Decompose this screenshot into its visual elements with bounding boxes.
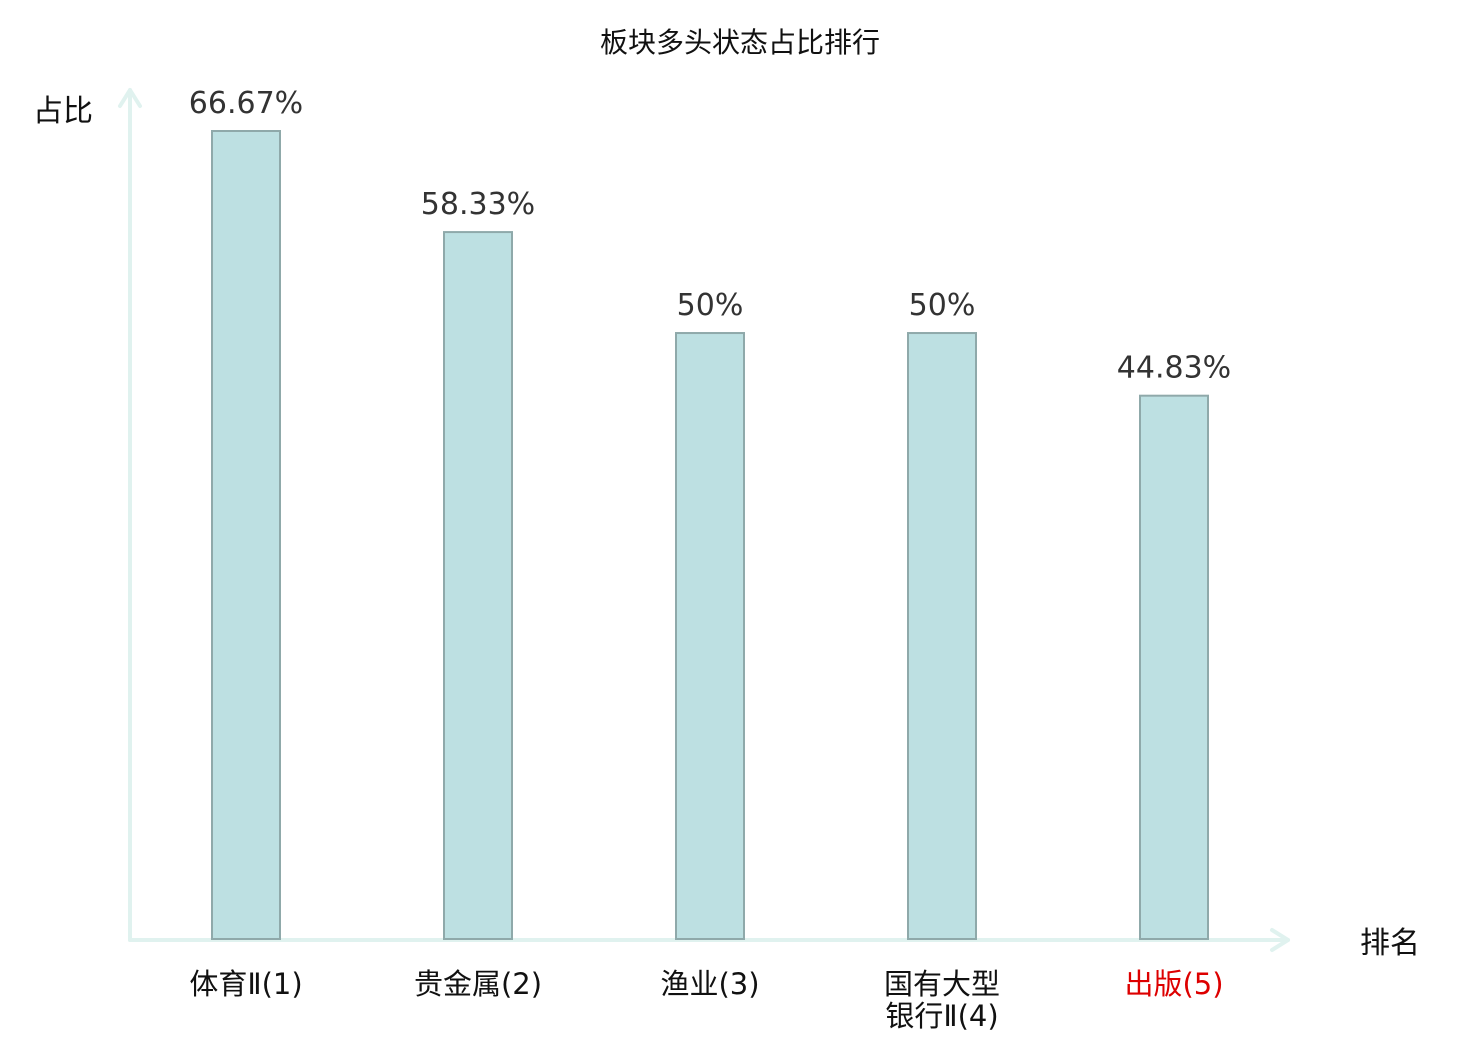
category-label-4-line-2: 银行Ⅱ(4) (885, 999, 998, 1033)
value-label-3: 50% (677, 288, 744, 323)
bar-3 (675, 332, 745, 941)
value-label-5: 44.83% (1117, 351, 1231, 386)
x-axis-label: 排名 (1360, 926, 1420, 961)
value-labels-group: 66.67% 58.33% 50% 50% 44.83% (189, 86, 1231, 386)
category-label-5: 出版(5) (1124, 967, 1223, 1001)
chart-title: 板块多头状态占比排行 (600, 26, 880, 59)
y-axis-label: 占比 (33, 94, 93, 129)
category-label-4-line-1: 国有大型 (884, 967, 1000, 1001)
category-label-1: 体育Ⅱ(1) (189, 967, 302, 1001)
value-label-2: 58.33% (421, 187, 535, 222)
category-label-3: 渔业(3) (660, 967, 759, 1001)
bar-5 (1139, 394, 1209, 940)
bars-group (211, 130, 1209, 941)
bar-4 (907, 332, 977, 941)
x-axis-arrow (1270, 928, 1290, 952)
category-label-2: 贵金属(2) (414, 967, 542, 1001)
value-label-1: 66.67% (189, 86, 303, 121)
bar-2 (443, 231, 513, 940)
y-axis-arrow (118, 88, 142, 108)
value-label-4: 50% (909, 288, 976, 323)
bar-1 (211, 130, 281, 940)
